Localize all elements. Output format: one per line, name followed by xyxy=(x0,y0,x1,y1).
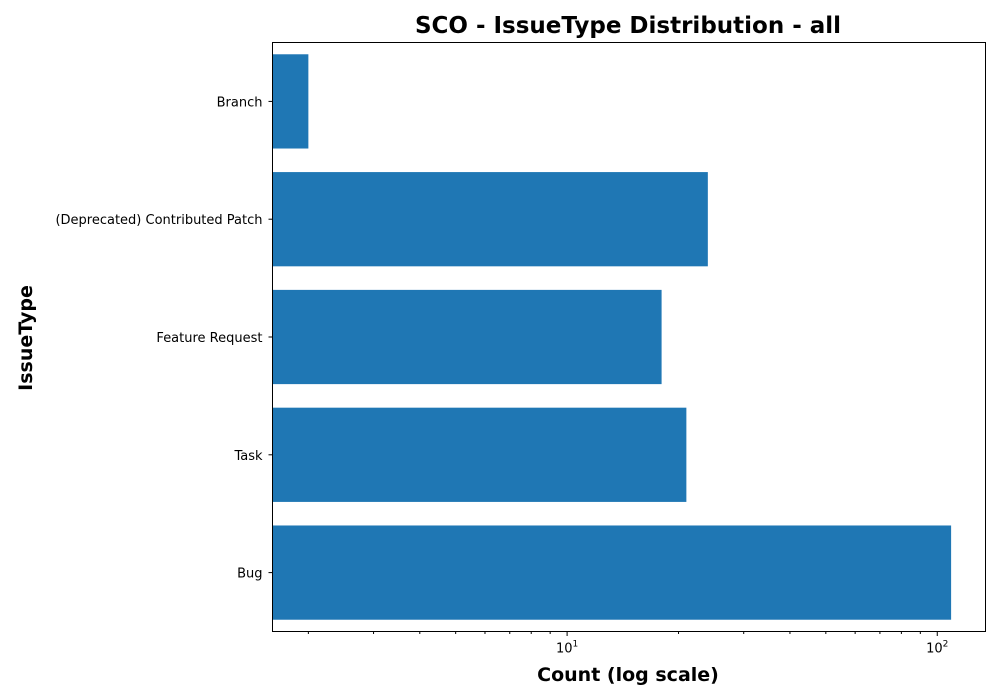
y-tick-label: Feature Request xyxy=(156,331,262,346)
x-tick-label: 101 xyxy=(556,640,578,657)
y-tick-label: Bug xyxy=(237,567,262,582)
bar-0 xyxy=(272,54,309,149)
x-axis-label: Count (log scale) xyxy=(537,664,719,686)
x-tick-label: 102 xyxy=(926,640,948,657)
bar-4 xyxy=(272,525,952,620)
x-axis-ticks: 101 102 xyxy=(307,631,948,657)
y-axis-ticks: Branch (Deprecated) Contributed Patch Feat… xyxy=(55,95,273,582)
bar-2 xyxy=(272,289,662,385)
y-axis-label: IssueType xyxy=(15,285,37,391)
chart-title: SCO - IssueType Distribution - all xyxy=(415,13,841,39)
bar-1 xyxy=(272,172,708,267)
bars xyxy=(272,54,952,620)
y-tick-label: Task xyxy=(233,449,263,464)
y-tick-label: (Deprecated) Contributed Patch xyxy=(55,213,262,228)
bar-3 xyxy=(272,407,687,502)
y-tick-label: Branch xyxy=(217,95,263,110)
